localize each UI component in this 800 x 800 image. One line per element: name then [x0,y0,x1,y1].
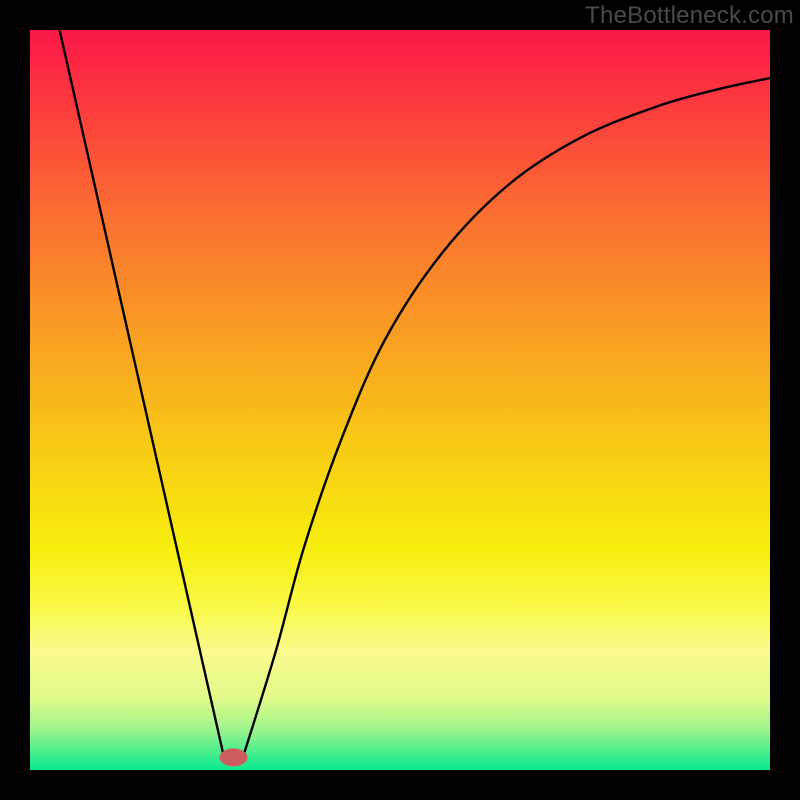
plot-background [30,30,770,770]
valley-marker [220,748,248,766]
chart-container: TheBottleneck.com [0,0,800,800]
gradient-curve-chart [0,0,800,800]
